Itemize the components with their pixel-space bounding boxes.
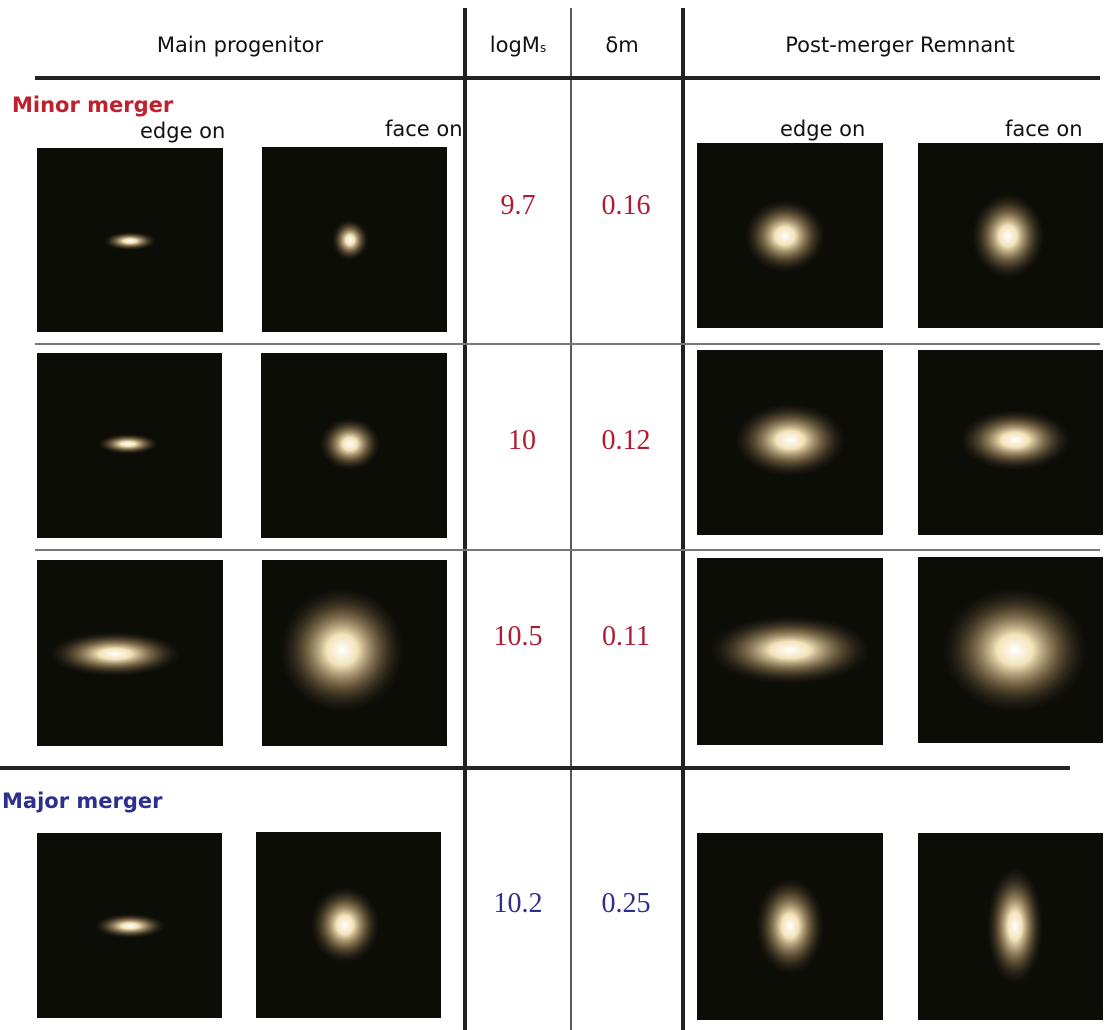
header: δm [605, 33, 638, 57]
delta-m: 0.25 [602, 888, 651, 919]
view-label: edge on [780, 117, 865, 141]
view-label: edge on [140, 119, 225, 143]
delta-m: 0.11 [602, 621, 650, 652]
header: Post-merger Remnant [785, 33, 1014, 57]
log-mass: 9.7 [501, 190, 536, 221]
log-mass: 10 [508, 425, 536, 456]
galaxy-images [37, 143, 1103, 1020]
page: Main progenitor logMs δm Post-merger Rem… [0, 0, 1120, 1030]
header: logMs [490, 33, 546, 57]
view-label: face on [1005, 117, 1083, 141]
delta-m: 0.16 [602, 190, 651, 221]
figure: Main progenitor logMs δm Post-merger Rem… [0, 0, 1120, 1030]
log-mass: 10.2 [494, 888, 543, 919]
major-values: 10.2 0.25 [494, 888, 651, 919]
section-label: Major merger [2, 789, 163, 813]
log-mass: 10.5 [494, 621, 543, 652]
header-base: logM [490, 33, 540, 57]
section-label: Minor merger [12, 93, 174, 117]
minor-values: 9.7 0.16 10 0.12 10.5 0.11 [494, 190, 651, 652]
view-label: face on [385, 117, 463, 141]
header: Main progenitor [157, 33, 324, 57]
delta-m: 0.12 [602, 425, 651, 456]
header-sub: s [540, 41, 546, 55]
